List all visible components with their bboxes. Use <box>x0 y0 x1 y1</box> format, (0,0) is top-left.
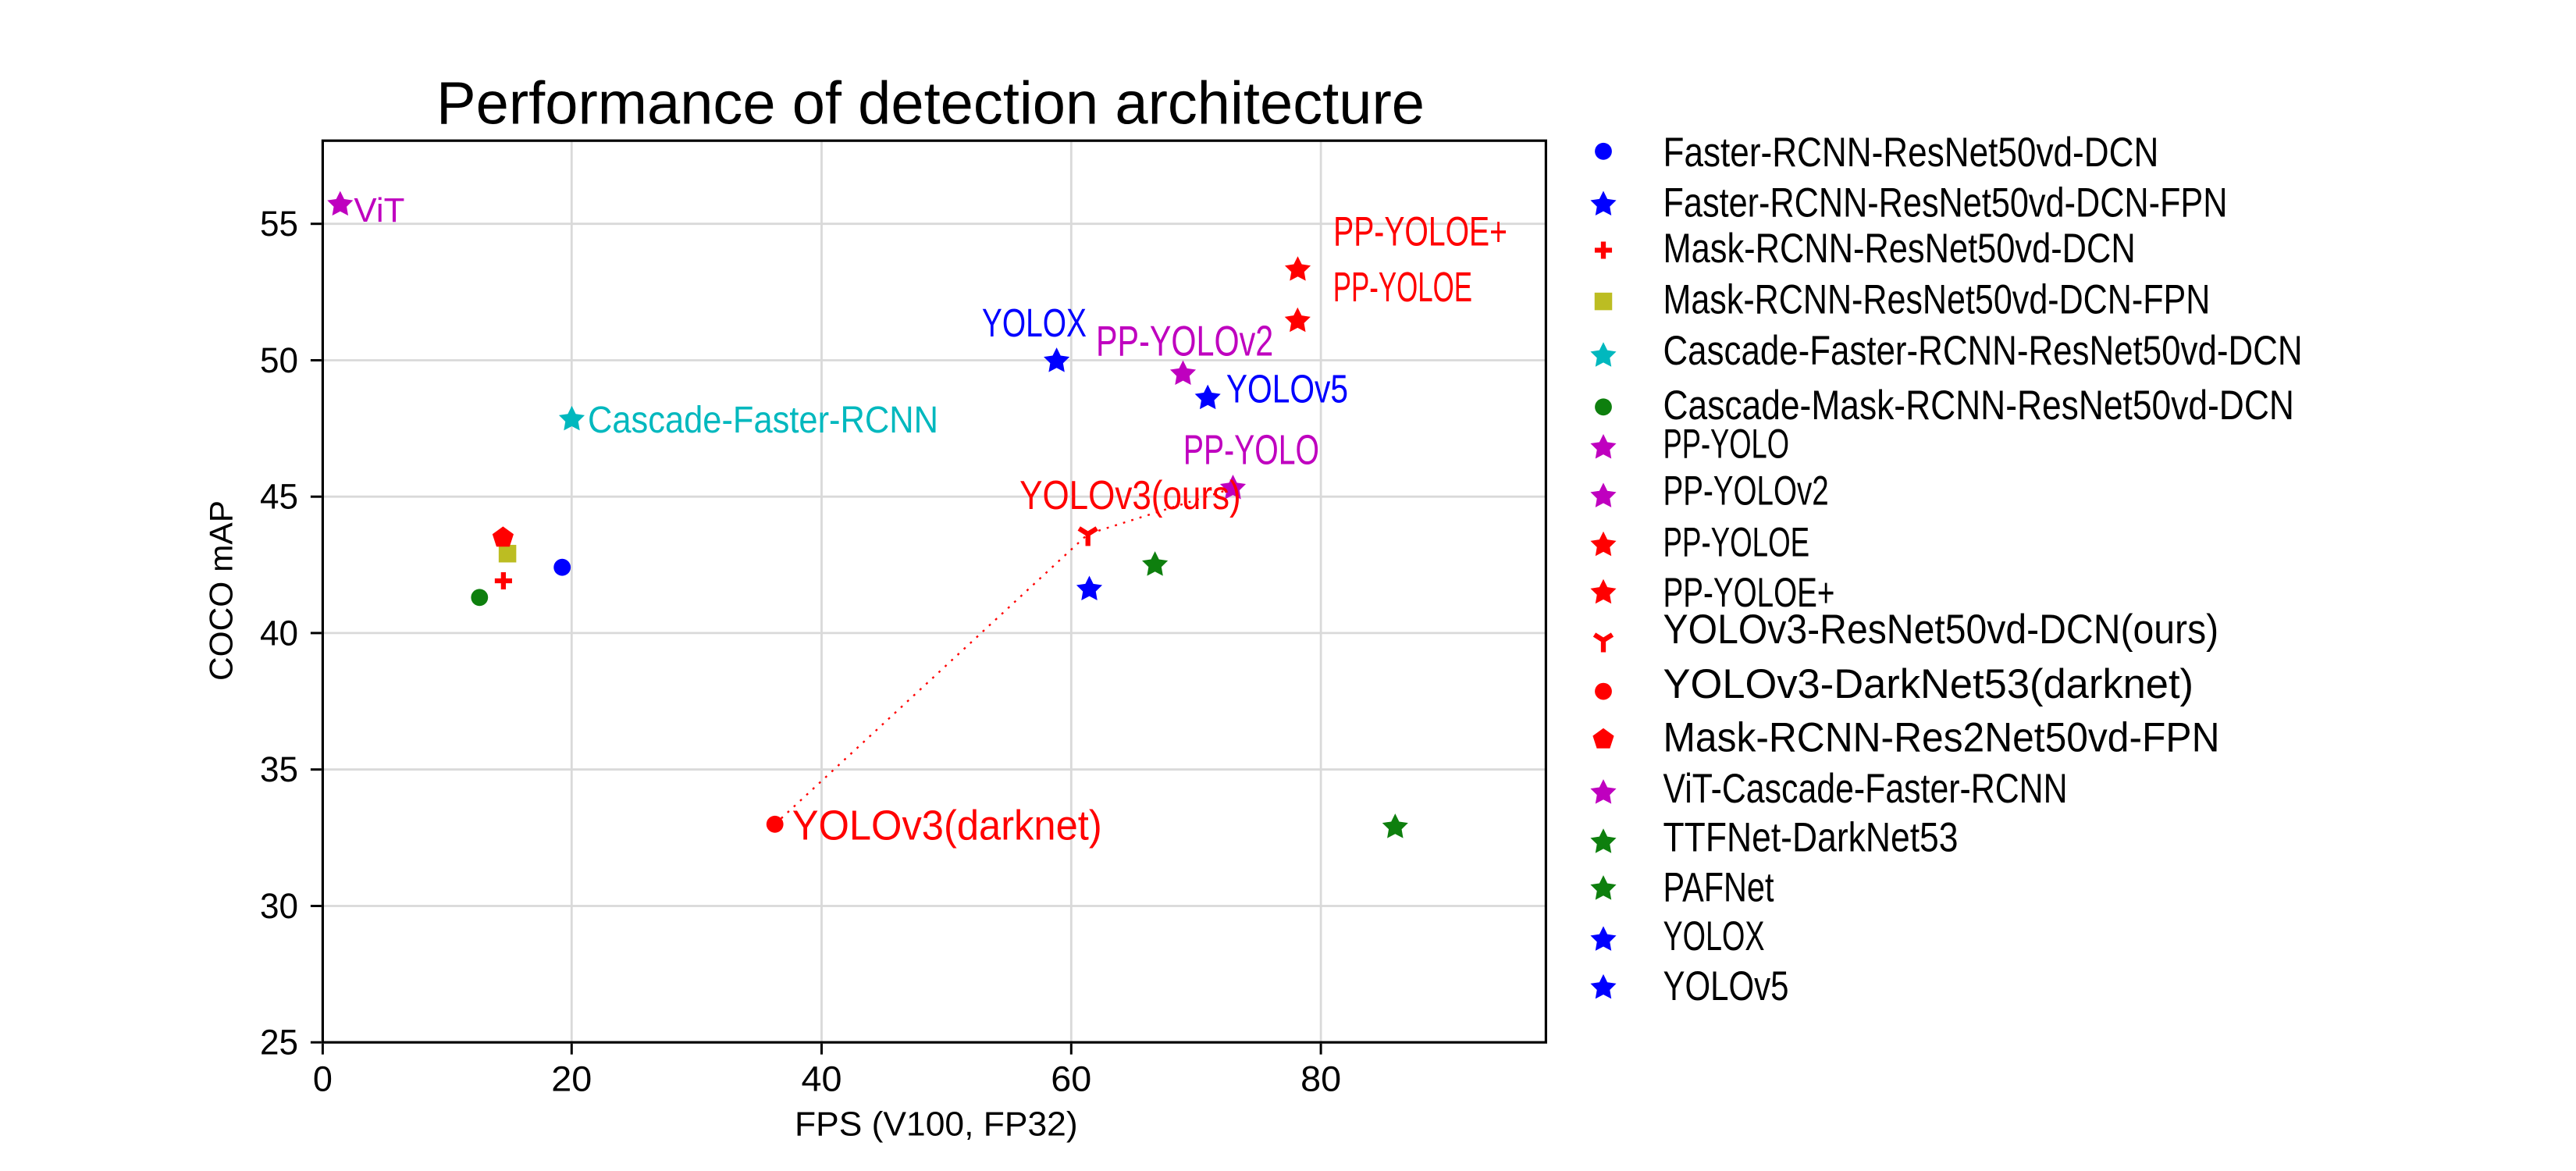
svg-text:YOLOv3-ResNet50vd-DCN(ours): YOLOv3-ResNet50vd-DCN(ours) <box>1663 607 2219 653</box>
svg-text:PP-YOLO: PP-YOLO <box>1663 422 1790 468</box>
svg-text:YOLOv5: YOLOv5 <box>1663 963 1789 1009</box>
svg-text:Mask-RCNN-ResNet50vd-DCN-FPN: Mask-RCNN-ResNet50vd-DCN-FPN <box>1663 277 2211 323</box>
svg-text:YOLOv3-DarkNet53(darknet): YOLOv3-DarkNet53(darknet) <box>1663 661 2194 707</box>
svg-text:ViT: ViT <box>354 192 404 230</box>
svg-text:PP-YOLOE: PP-YOLOE <box>1333 264 1472 311</box>
svg-text:80: 80 <box>1300 1059 1341 1099</box>
svg-text:Mask-RCNN-Res2Net50vd-FPN: Mask-RCNN-Res2Net50vd-FPN <box>1663 714 2220 760</box>
svg-text:20: 20 <box>551 1059 592 1099</box>
svg-text:TTFNet-DarkNet53: TTFNet-DarkNet53 <box>1663 815 1959 861</box>
svg-text:30: 30 <box>260 886 298 926</box>
svg-text:Mask-RCNN-ResNet50vd-DCN: Mask-RCNN-ResNet50vd-DCN <box>1663 226 2136 272</box>
svg-text:YOLOX: YOLOX <box>1663 913 1765 959</box>
svg-text:ViT-Cascade-Faster-RCNN: ViT-Cascade-Faster-RCNN <box>1663 766 2068 812</box>
svg-text:PP-YOLOv2: PP-YOLOv2 <box>1096 316 1273 365</box>
svg-text:Cascade-Faster-RCNN: Cascade-Faster-RCNN <box>588 400 938 441</box>
svg-text:25: 25 <box>260 1023 298 1062</box>
svg-text:55: 55 <box>260 204 298 244</box>
svg-text:PP-YOLOE+: PP-YOLOE+ <box>1333 208 1507 254</box>
svg-text:YOLOv3(darknet): YOLOv3(darknet) <box>792 802 1102 849</box>
svg-text:60: 60 <box>1051 1059 1091 1099</box>
svg-text:Performance of detection archi: Performance of detection architecture <box>436 70 1425 137</box>
svg-text:COCO mAP: COCO mAP <box>202 500 239 681</box>
svg-text:PP-YOLO: PP-YOLO <box>1183 427 1319 474</box>
svg-text:40: 40 <box>260 613 298 653</box>
svg-text:40: 40 <box>802 1059 842 1099</box>
svg-text:FPS (V100, FP32): FPS (V100, FP32) <box>795 1105 1078 1144</box>
svg-text:YOLOX: YOLOX <box>982 301 1087 345</box>
svg-text:45: 45 <box>260 477 298 517</box>
svg-text:Faster-RCNN-ResNet50vd-DCN: Faster-RCNN-ResNet50vd-DCN <box>1663 130 2159 176</box>
svg-text:PAFNet: PAFNet <box>1663 865 1774 911</box>
svg-text:PP-YOLOE: PP-YOLOE <box>1663 520 1810 566</box>
svg-text:Faster-RCNN-ResNet50vd-DCN-FPN: Faster-RCNN-ResNet50vd-DCN-FPN <box>1663 180 2228 226</box>
svg-text:0: 0 <box>313 1059 333 1099</box>
svg-text:YOLOv5: YOLOv5 <box>1226 366 1348 411</box>
svg-text:Cascade-Faster-RCNN-ResNet50vd: Cascade-Faster-RCNN-ResNet50vd-DCN <box>1663 328 2303 374</box>
svg-text:Cascade-Mask-RCNN-ResNet50vd-D: Cascade-Mask-RCNN-ResNet50vd-DCN <box>1663 383 2294 429</box>
svg-text:PP-YOLOE+: PP-YOLOE+ <box>1663 570 1835 616</box>
svg-text:35: 35 <box>260 749 298 789</box>
svg-text:PP-YOLOv2: PP-YOLOv2 <box>1663 468 1829 514</box>
svg-text:50: 50 <box>260 340 298 380</box>
svg-text:YOLOv3(ours): YOLOv3(ours) <box>1019 473 1241 518</box>
